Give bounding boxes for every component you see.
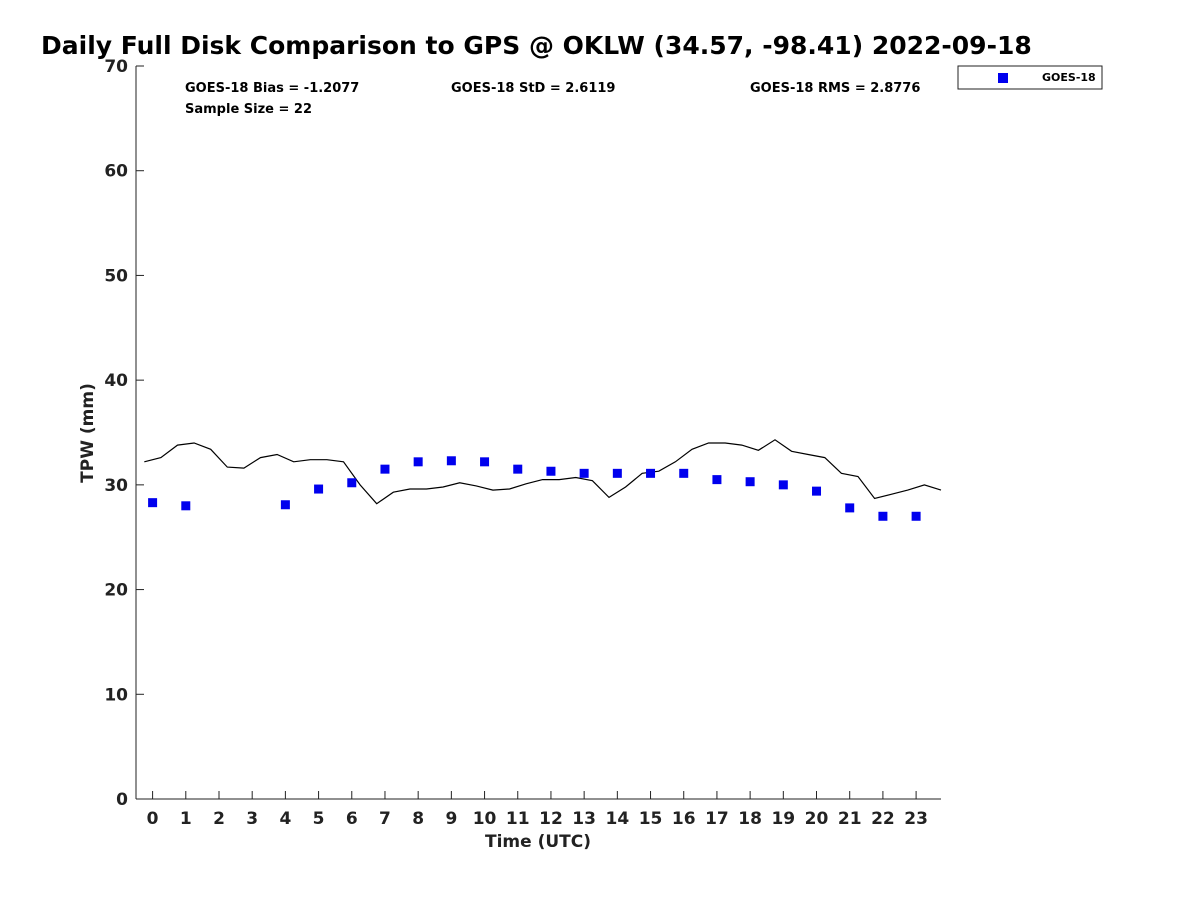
legend: GOES-18 [957, 65, 1103, 90]
data-point-goes-18 [314, 484, 324, 494]
marker-series [148, 456, 921, 521]
x-tick-label: 4 [279, 809, 291, 829]
x-tick-label: 20 [805, 809, 829, 829]
x-tick-label: 19 [771, 809, 795, 829]
line-series [144, 439, 942, 505]
y-tick-label: 70 [104, 57, 128, 77]
data-point-goes-18 [446, 456, 456, 466]
x-tick-label: 9 [445, 809, 457, 829]
data-point-goes-18 [148, 498, 158, 508]
data-point-goes-18 [579, 468, 589, 478]
x-tick-label: 2 [213, 809, 225, 829]
data-point-goes-18 [745, 477, 755, 487]
x-tick-label: 18 [738, 809, 762, 829]
data-point-goes-18 [413, 457, 423, 467]
x-tick-label: 22 [871, 809, 895, 829]
y-tick-label: 50 [104, 266, 128, 286]
x-tick-label: 7 [379, 809, 391, 829]
y-axis-label: TPW (mm) [78, 383, 98, 483]
x-tick-label: 8 [412, 809, 424, 829]
y-tick-label: 0 [116, 790, 128, 810]
x-tick-label: 1 [180, 809, 192, 829]
x-tick-label: 16 [672, 809, 696, 829]
chart-title: Daily Full Disk Comparison to GPS @ OKLW… [41, 31, 1032, 60]
x-tick-label: 6 [346, 809, 358, 829]
y-tick-label: 60 [104, 162, 128, 182]
x-tick-label: 15 [639, 809, 663, 829]
x-axis-label: Time (UTC) [485, 832, 591, 852]
legend-box [957, 65, 1103, 90]
data-point-goes-18 [513, 464, 523, 474]
x-tick-label: 17 [705, 809, 729, 829]
data-point-goes-18 [778, 480, 788, 490]
data-point-goes-18 [646, 468, 656, 478]
y-ticks: 0 10 20 30 40 50 60 70 [104, 57, 144, 810]
y-tick-label: 20 [104, 581, 128, 601]
x-tick-label: 23 [904, 809, 928, 829]
std-stat: GOES-18 StD = 2.6119 [451, 81, 615, 96]
x-tick-label: 21 [838, 809, 862, 829]
data-point-goes-18 [280, 500, 290, 510]
x-tick-label: 11 [506, 809, 530, 829]
data-point-goes-18 [712, 475, 722, 485]
x-tick-label: 12 [539, 809, 563, 829]
y-tick-label: 40 [104, 371, 128, 391]
x-tick-label: 3 [246, 809, 258, 829]
x-tick-label: 5 [313, 809, 325, 829]
data-point-goes-18 [612, 468, 622, 478]
y-tick-label: 10 [104, 685, 128, 705]
data-point-goes-18 [911, 511, 921, 521]
data-point-goes-18 [380, 464, 390, 474]
x-tick-label: 10 [473, 809, 497, 829]
sample-size-stat: Sample Size = 22 [185, 102, 312, 117]
data-point-goes-18 [812, 486, 822, 496]
data-point-goes-18 [347, 478, 357, 488]
data-point-goes-18 [480, 457, 490, 467]
data-point-goes-18 [679, 468, 689, 478]
x-tick-label: 14 [606, 809, 630, 829]
x-tick-label: 13 [572, 809, 596, 829]
rms-stat: GOES-18 RMS = 2.8776 [750, 81, 920, 96]
data-point-goes-18 [845, 503, 855, 513]
bias-stat: GOES-18 Bias = -1.2077 [185, 81, 359, 96]
data-point-goes-18 [546, 466, 556, 476]
legend-marker-goes-18 [998, 73, 1008, 83]
legend-label-goes-18: GOES-18 [1042, 71, 1096, 84]
y-tick-label: 30 [104, 476, 128, 496]
data-point-goes-18 [878, 511, 888, 521]
series-line [144, 439, 942, 505]
x-tick-label: 0 [147, 809, 159, 829]
data-point-goes-18 [181, 501, 191, 511]
x-ticks: 0 1 2 3 4 5 6 7 8 9 10 11 12 13 14 15 16 17 18 19 20 21 22 23 [147, 791, 928, 829]
